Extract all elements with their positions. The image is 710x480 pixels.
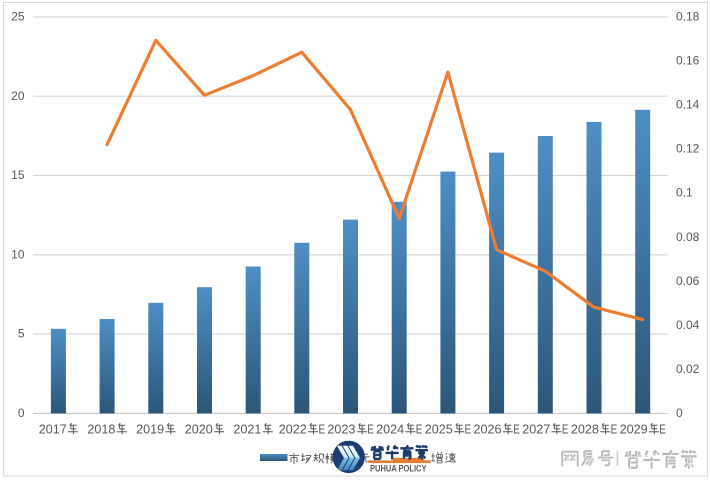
svg-text:2018: 2018 [87,422,115,436]
svg-text:0: 0 [676,406,683,420]
svg-text:2017: 2017 [39,422,67,436]
svg-text:2020: 2020 [185,422,213,436]
svg-text:5: 5 [18,327,25,341]
svg-text:0.16: 0.16 [676,54,700,68]
svg-text:E: E [465,422,472,436]
svg-text:0.08: 0.08 [676,230,700,244]
svg-text:25: 25 [11,10,25,24]
svg-text:0.06: 0.06 [676,274,700,288]
svg-text:0.14: 0.14 [676,98,700,112]
svg-text:2027: 2027 [522,422,550,436]
svg-text:E: E [319,422,326,436]
svg-text:2025: 2025 [425,422,453,436]
svg-text:20: 20 [11,89,25,103]
svg-text:2029: 2029 [620,422,648,436]
svg-text:0.18: 0.18 [676,10,700,24]
svg-text:E: E [611,422,618,436]
svg-text:0: 0 [18,406,25,420]
svg-text:0.02: 0.02 [676,362,700,376]
svg-text:E: E [513,422,520,436]
svg-text:2024: 2024 [376,422,404,436]
svg-text:E: E [562,422,569,436]
svg-text:2022: 2022 [279,422,307,436]
svg-text:2023: 2023 [327,422,355,436]
svg-text:2026: 2026 [474,422,502,436]
svg-text:10: 10 [11,247,25,261]
svg-text:E: E [416,422,423,436]
svg-text:E: E [659,422,666,436]
svg-text:2028: 2028 [571,422,599,436]
svg-text:0.04: 0.04 [676,318,700,332]
svg-text:E: E [367,422,374,436]
svg-text:2019: 2019 [136,422,164,436]
svg-text:2021: 2021 [233,422,261,436]
svg-text:PUHUA POLICY: PUHUA POLICY [370,463,427,473]
svg-text:0.1: 0.1 [676,186,693,200]
svg-text:15: 15 [11,168,25,182]
svg-text:0.12: 0.12 [676,142,700,156]
